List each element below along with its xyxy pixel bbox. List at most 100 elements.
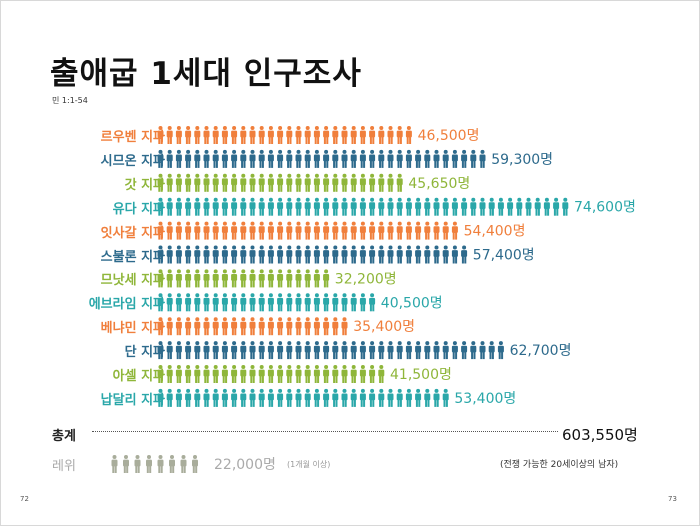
- person-icon: [341, 341, 348, 360]
- person-icon: [341, 126, 348, 144]
- person-icon: [258, 149, 265, 168]
- person-icon: [240, 149, 247, 168]
- person-icon: [258, 269, 265, 288]
- person-icon: [295, 245, 302, 264]
- person-icon: [175, 269, 182, 288]
- person-icon: [231, 317, 238, 336]
- person-icon: [470, 197, 477, 216]
- person-icon: [378, 149, 385, 168]
- person-icon: [166, 245, 173, 264]
- person-icon: [286, 149, 293, 168]
- person-icon: [369, 197, 376, 216]
- person-icon: [415, 245, 422, 264]
- person-icon: [249, 221, 256, 240]
- person-icon: [451, 149, 458, 168]
- page-title: 출애굽 1세대 인구조사: [50, 56, 362, 92]
- person-icon: [350, 388, 357, 407]
- person-icon: [221, 341, 228, 360]
- person-icon: [212, 221, 219, 240]
- person-icon: [387, 221, 394, 240]
- person-icon: [240, 269, 247, 288]
- person-icon: [286, 317, 293, 336]
- person-icon: [295, 126, 302, 144]
- levi-note: (1개월 이상): [287, 460, 331, 469]
- person-icon: [194, 221, 201, 240]
- person-icon: [341, 245, 348, 264]
- person-icon: [175, 245, 182, 264]
- person-icon: [240, 341, 247, 360]
- value-label: 62,700명: [510, 343, 572, 359]
- person-icon: [488, 197, 495, 216]
- person-icon: [442, 341, 449, 360]
- person-icon: [157, 269, 164, 288]
- person-icon: [313, 197, 320, 216]
- person-icon: [231, 126, 238, 144]
- person-icon: [323, 245, 330, 264]
- person-icon: [134, 455, 141, 473]
- person-icon: [166, 197, 173, 216]
- person-icon: [323, 221, 330, 240]
- total-label: 총계: [52, 429, 76, 444]
- person-icon: [323, 341, 330, 360]
- person-icon: [304, 341, 311, 360]
- person-icon: [286, 197, 293, 216]
- person-icon: [277, 293, 284, 312]
- person-icon: [258, 126, 265, 144]
- tribe-label: 스불론 지파: [100, 249, 165, 265]
- person-icon: [212, 197, 219, 216]
- person-icon: [461, 149, 468, 168]
- person-icon: [277, 173, 284, 192]
- tribe-label: 아셀 지파: [112, 369, 165, 384]
- person-icon: [286, 221, 293, 240]
- person-icon: [497, 341, 504, 360]
- person-icon: [194, 197, 201, 216]
- person-icon: [157, 149, 164, 168]
- person-icon: [258, 388, 265, 407]
- person-icon: [313, 293, 320, 312]
- person-icon: [267, 269, 274, 288]
- person-icon: [203, 173, 210, 192]
- person-icon: [332, 341, 339, 360]
- value-label: 57,400명: [473, 248, 535, 264]
- person-icon: [359, 245, 366, 264]
- person-icon: [203, 269, 210, 288]
- person-icon: [295, 221, 302, 240]
- person-icon: [267, 149, 274, 168]
- value-label: 74,600명: [574, 200, 636, 216]
- person-icon: [424, 245, 431, 264]
- person-icon: [369, 365, 376, 383]
- person-icon: [350, 365, 357, 383]
- person-icon: [267, 221, 274, 240]
- person-icon: [451, 341, 458, 360]
- person-icon: [341, 388, 348, 407]
- person-icon: [424, 388, 431, 407]
- footnote: (전쟁 가능한 20세이상의 남자): [500, 460, 619, 470]
- person-icon: [221, 197, 228, 216]
- person-icon: [212, 293, 219, 312]
- person-icon: [249, 293, 256, 312]
- person-icon: [359, 221, 366, 240]
- person-icon: [415, 221, 422, 240]
- person-icon: [194, 245, 201, 264]
- person-icon: [249, 126, 256, 144]
- person-icon: [166, 149, 173, 168]
- tribe-label: 베냐민 지파: [100, 321, 165, 337]
- person-icon: [166, 173, 173, 192]
- person-icon: [185, 197, 192, 216]
- person-icon: [231, 269, 238, 288]
- person-icon: [369, 341, 376, 360]
- person-icon: [240, 197, 247, 216]
- person-icon: [194, 126, 201, 144]
- person-icon: [433, 388, 440, 407]
- person-icon: [332, 197, 339, 216]
- person-icon: [369, 245, 376, 264]
- person-icon: [433, 197, 440, 216]
- person-icon: [304, 126, 311, 144]
- person-icon: [405, 245, 412, 264]
- person-icon: [341, 293, 348, 312]
- person-icon: [286, 365, 293, 383]
- person-icon: [553, 197, 560, 216]
- person-icon: [267, 293, 274, 312]
- person-icon: [231, 149, 238, 168]
- person-icon: [203, 317, 210, 336]
